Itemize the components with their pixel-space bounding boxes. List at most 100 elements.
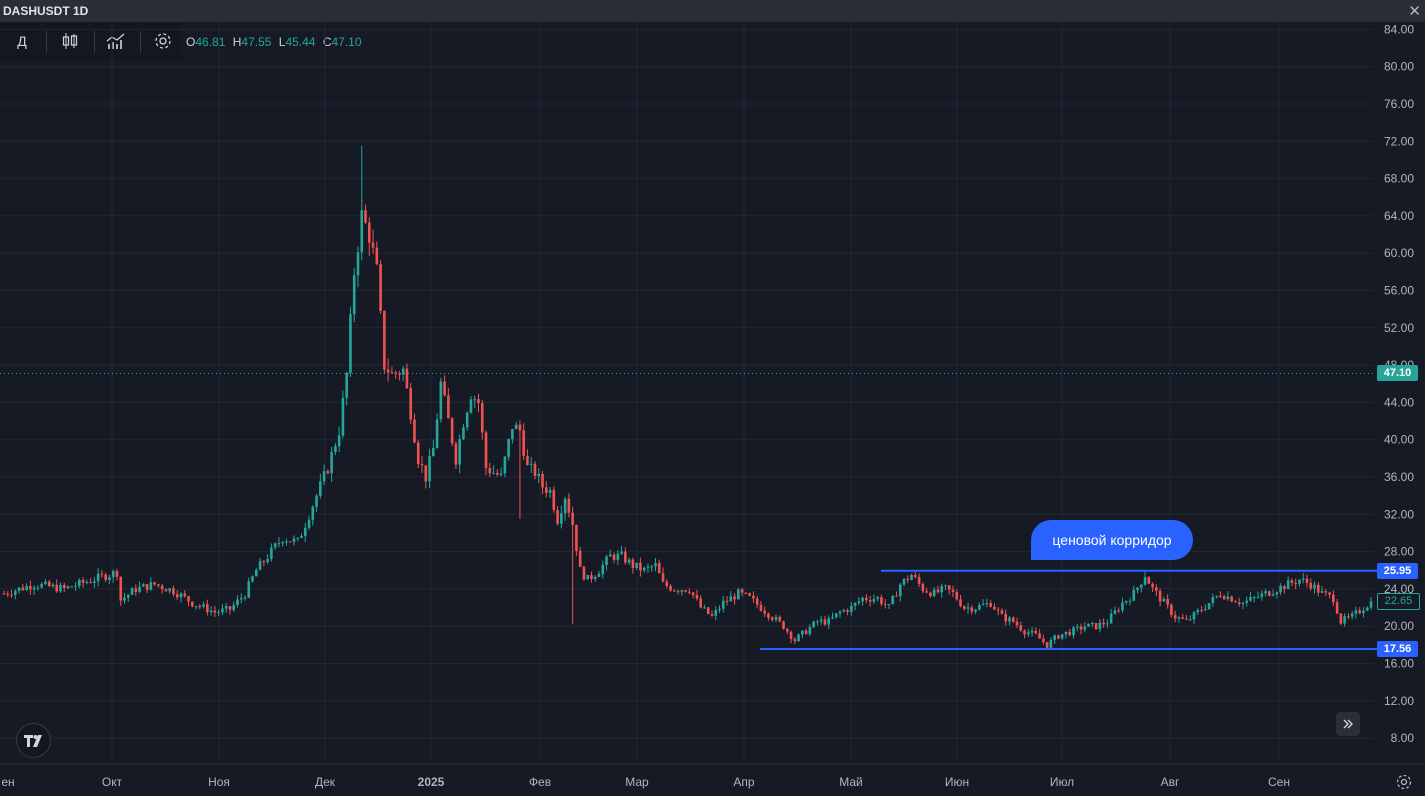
candle-body bbox=[484, 432, 488, 469]
support-price-tag: 17.56 bbox=[1377, 640, 1418, 657]
scroll-to-realtime-button[interactable] bbox=[1336, 712, 1360, 736]
settings-gear-icon[interactable] bbox=[148, 22, 178, 60]
candle-body bbox=[462, 427, 465, 440]
candle-body bbox=[157, 584, 160, 586]
chart-toolbar: Д bbox=[0, 22, 182, 60]
candle-body bbox=[198, 606, 202, 608]
candle-body bbox=[311, 506, 315, 520]
candle-body bbox=[526, 455, 529, 465]
candle-body bbox=[529, 463, 533, 465]
candle-body bbox=[401, 368, 405, 375]
candle-body bbox=[1226, 596, 1230, 600]
candle-body bbox=[17, 587, 21, 591]
candle-body bbox=[356, 252, 360, 276]
x-tick-label: Июл bbox=[1050, 775, 1074, 789]
candle-body bbox=[1117, 610, 1120, 612]
y-tick-label: 40.00 bbox=[1384, 433, 1414, 447]
candle-body bbox=[273, 543, 277, 548]
candle-body bbox=[450, 418, 454, 444]
annotation-bubble[interactable]: ценовой корридор bbox=[1031, 520, 1193, 560]
candle-body bbox=[944, 585, 947, 587]
candle-body bbox=[691, 592, 695, 596]
candle-body bbox=[1290, 580, 1294, 583]
candle-body bbox=[571, 512, 574, 525]
candle-body bbox=[458, 439, 461, 465]
open-value: 46.81 bbox=[195, 35, 226, 49]
candle-body bbox=[1128, 600, 1132, 602]
price-chart[interactable]: 8.00 12.00 16.00 20.00 24.00 28.00 32.00 36.00 4… bbox=[0, 22, 1425, 793]
toolbar-divider bbox=[46, 31, 47, 53]
candles-icon[interactable] bbox=[54, 22, 86, 60]
candle-body bbox=[232, 605, 236, 610]
candle-body bbox=[665, 581, 669, 587]
candle-body bbox=[981, 604, 985, 606]
candle-body bbox=[793, 638, 797, 642]
candle-body bbox=[959, 599, 962, 607]
candle-body bbox=[1196, 610, 1200, 613]
candle-body bbox=[1271, 594, 1275, 596]
candle-body bbox=[1237, 602, 1241, 604]
indicators-icon[interactable] bbox=[100, 22, 132, 60]
interval-button[interactable]: Д bbox=[17, 33, 27, 49]
candle-body bbox=[996, 609, 1000, 611]
candle-body bbox=[684, 590, 687, 592]
candle-body bbox=[567, 498, 571, 513]
candle-body bbox=[1064, 631, 1068, 635]
candle-body bbox=[556, 509, 559, 524]
candle-body bbox=[1301, 578, 1305, 580]
candle-body bbox=[740, 589, 744, 593]
candle-body bbox=[337, 435, 341, 447]
chart-settings-gear-icon[interactable] bbox=[1395, 773, 1413, 791]
open-label: O bbox=[186, 35, 196, 49]
y-tick-label: 20.00 bbox=[1384, 619, 1414, 633]
candle-body bbox=[910, 575, 913, 580]
candle-body bbox=[172, 588, 175, 595]
candle-body bbox=[1155, 587, 1158, 591]
candle-body bbox=[386, 369, 390, 373]
candle-body bbox=[469, 399, 473, 413]
candle-body bbox=[865, 597, 868, 600]
candle-body bbox=[1124, 600, 1128, 603]
candle-body bbox=[676, 591, 680, 593]
candle-body bbox=[533, 463, 537, 476]
candle-body bbox=[153, 582, 156, 585]
candle-body bbox=[93, 581, 96, 583]
tradingview-logo-icon[interactable] bbox=[16, 723, 51, 758]
candle-body bbox=[929, 592, 932, 597]
candle-body bbox=[544, 487, 548, 493]
candle-body bbox=[432, 448, 435, 457]
candle-body bbox=[797, 634, 800, 642]
candle-body bbox=[522, 430, 525, 456]
candle-body bbox=[853, 602, 857, 606]
candle-body bbox=[168, 588, 171, 592]
candle-body bbox=[1305, 578, 1309, 583]
candle-body bbox=[639, 562, 642, 571]
candle-body bbox=[699, 598, 702, 608]
candle-body bbox=[898, 584, 902, 597]
close-icon[interactable]: ✕ bbox=[1408, 3, 1421, 20]
candle-body bbox=[872, 599, 876, 602]
candle-body bbox=[650, 566, 654, 568]
candle-body bbox=[1060, 634, 1064, 639]
candle-body bbox=[680, 590, 684, 592]
candle-body bbox=[96, 573, 100, 582]
candle-body bbox=[507, 439, 510, 457]
candle-body bbox=[511, 428, 514, 440]
candle-body bbox=[673, 590, 676, 592]
candle-body bbox=[1079, 626, 1083, 630]
candle-body bbox=[917, 577, 921, 584]
candle-body bbox=[1219, 595, 1222, 597]
candle-body bbox=[217, 612, 220, 614]
candle-body bbox=[537, 474, 541, 476]
candle-body bbox=[330, 452, 333, 474]
candle-body bbox=[1256, 596, 1260, 598]
candle-body bbox=[883, 604, 887, 606]
ohlc-legend: O46.81 H47.55 L45.44 C47.10 bbox=[186, 35, 362, 49]
x-tick-label: Апр bbox=[733, 775, 755, 789]
candle-body bbox=[752, 595, 755, 599]
y-tick-label: 24.00 bbox=[1384, 582, 1414, 596]
high-label: H bbox=[232, 35, 242, 49]
candle-body bbox=[955, 592, 959, 600]
x-tick-label: Май bbox=[839, 775, 863, 789]
candle-body bbox=[925, 591, 928, 593]
